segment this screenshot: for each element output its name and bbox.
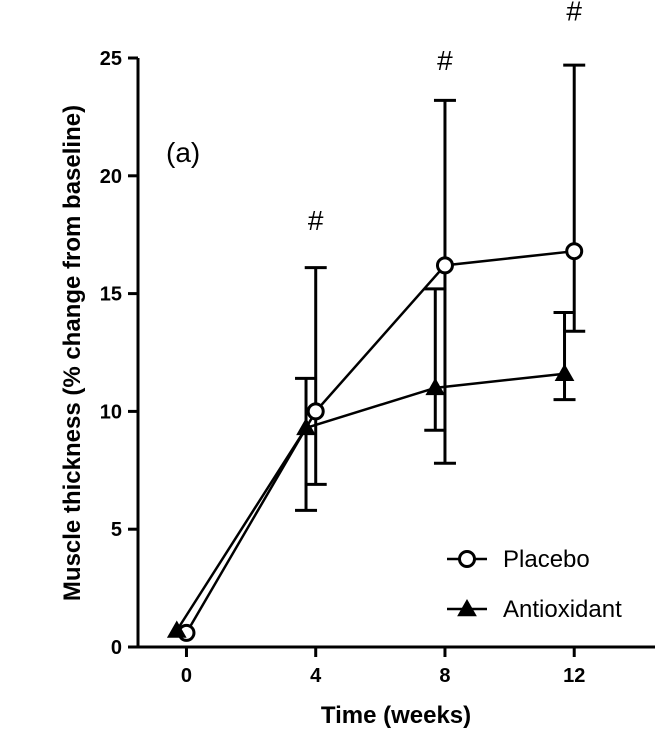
- y-tick-label: 20: [100, 166, 122, 188]
- data-point: [425, 377, 446, 396]
- data-point: [435, 256, 454, 275]
- y-tick-label: 15: [100, 284, 122, 306]
- series-placebo: [177, 63, 586, 642]
- data-point: [296, 417, 316, 436]
- legend-label: Placebo: [503, 546, 590, 573]
- legend: Placebo Antioxidant: [447, 546, 622, 623]
- series-line: [175, 372, 565, 632]
- annotations: # # #: [308, 0, 583, 236]
- data-point: [306, 402, 325, 421]
- x-tick-label: 0: [181, 665, 192, 687]
- x-tick-label: 8: [439, 665, 450, 687]
- y-tick-label: 5: [111, 519, 122, 541]
- series-antioxidant: [166, 287, 576, 638]
- legend-marker: [457, 598, 477, 617]
- y-tick-label: 25: [100, 48, 122, 70]
- series-line: [185, 249, 575, 634]
- x-tick-label: 4: [310, 665, 322, 687]
- series-layer: [166, 63, 586, 642]
- y-axis-title: Muscle thickness (% change from baseline…: [59, 105, 86, 601]
- data-point: [166, 620, 187, 638]
- legend-marker: [458, 550, 476, 568]
- data-point: [554, 363, 575, 381]
- y-tick-label: 10: [100, 401, 122, 423]
- x-axis-title: Time (weeks): [321, 702, 471, 729]
- legend-label: Antioxidant: [503, 596, 622, 623]
- axes: 0 5 10 15 20 25 0 4 8 12: [100, 48, 655, 687]
- panel-label: (a): [166, 137, 200, 168]
- data-point: [565, 242, 584, 261]
- y-tick-label: 0: [111, 637, 122, 659]
- x-tick-label: 12: [563, 665, 585, 687]
- significance-mark: #: [308, 205, 324, 236]
- significance-mark: #: [437, 45, 453, 76]
- significance-mark: #: [566, 0, 582, 26]
